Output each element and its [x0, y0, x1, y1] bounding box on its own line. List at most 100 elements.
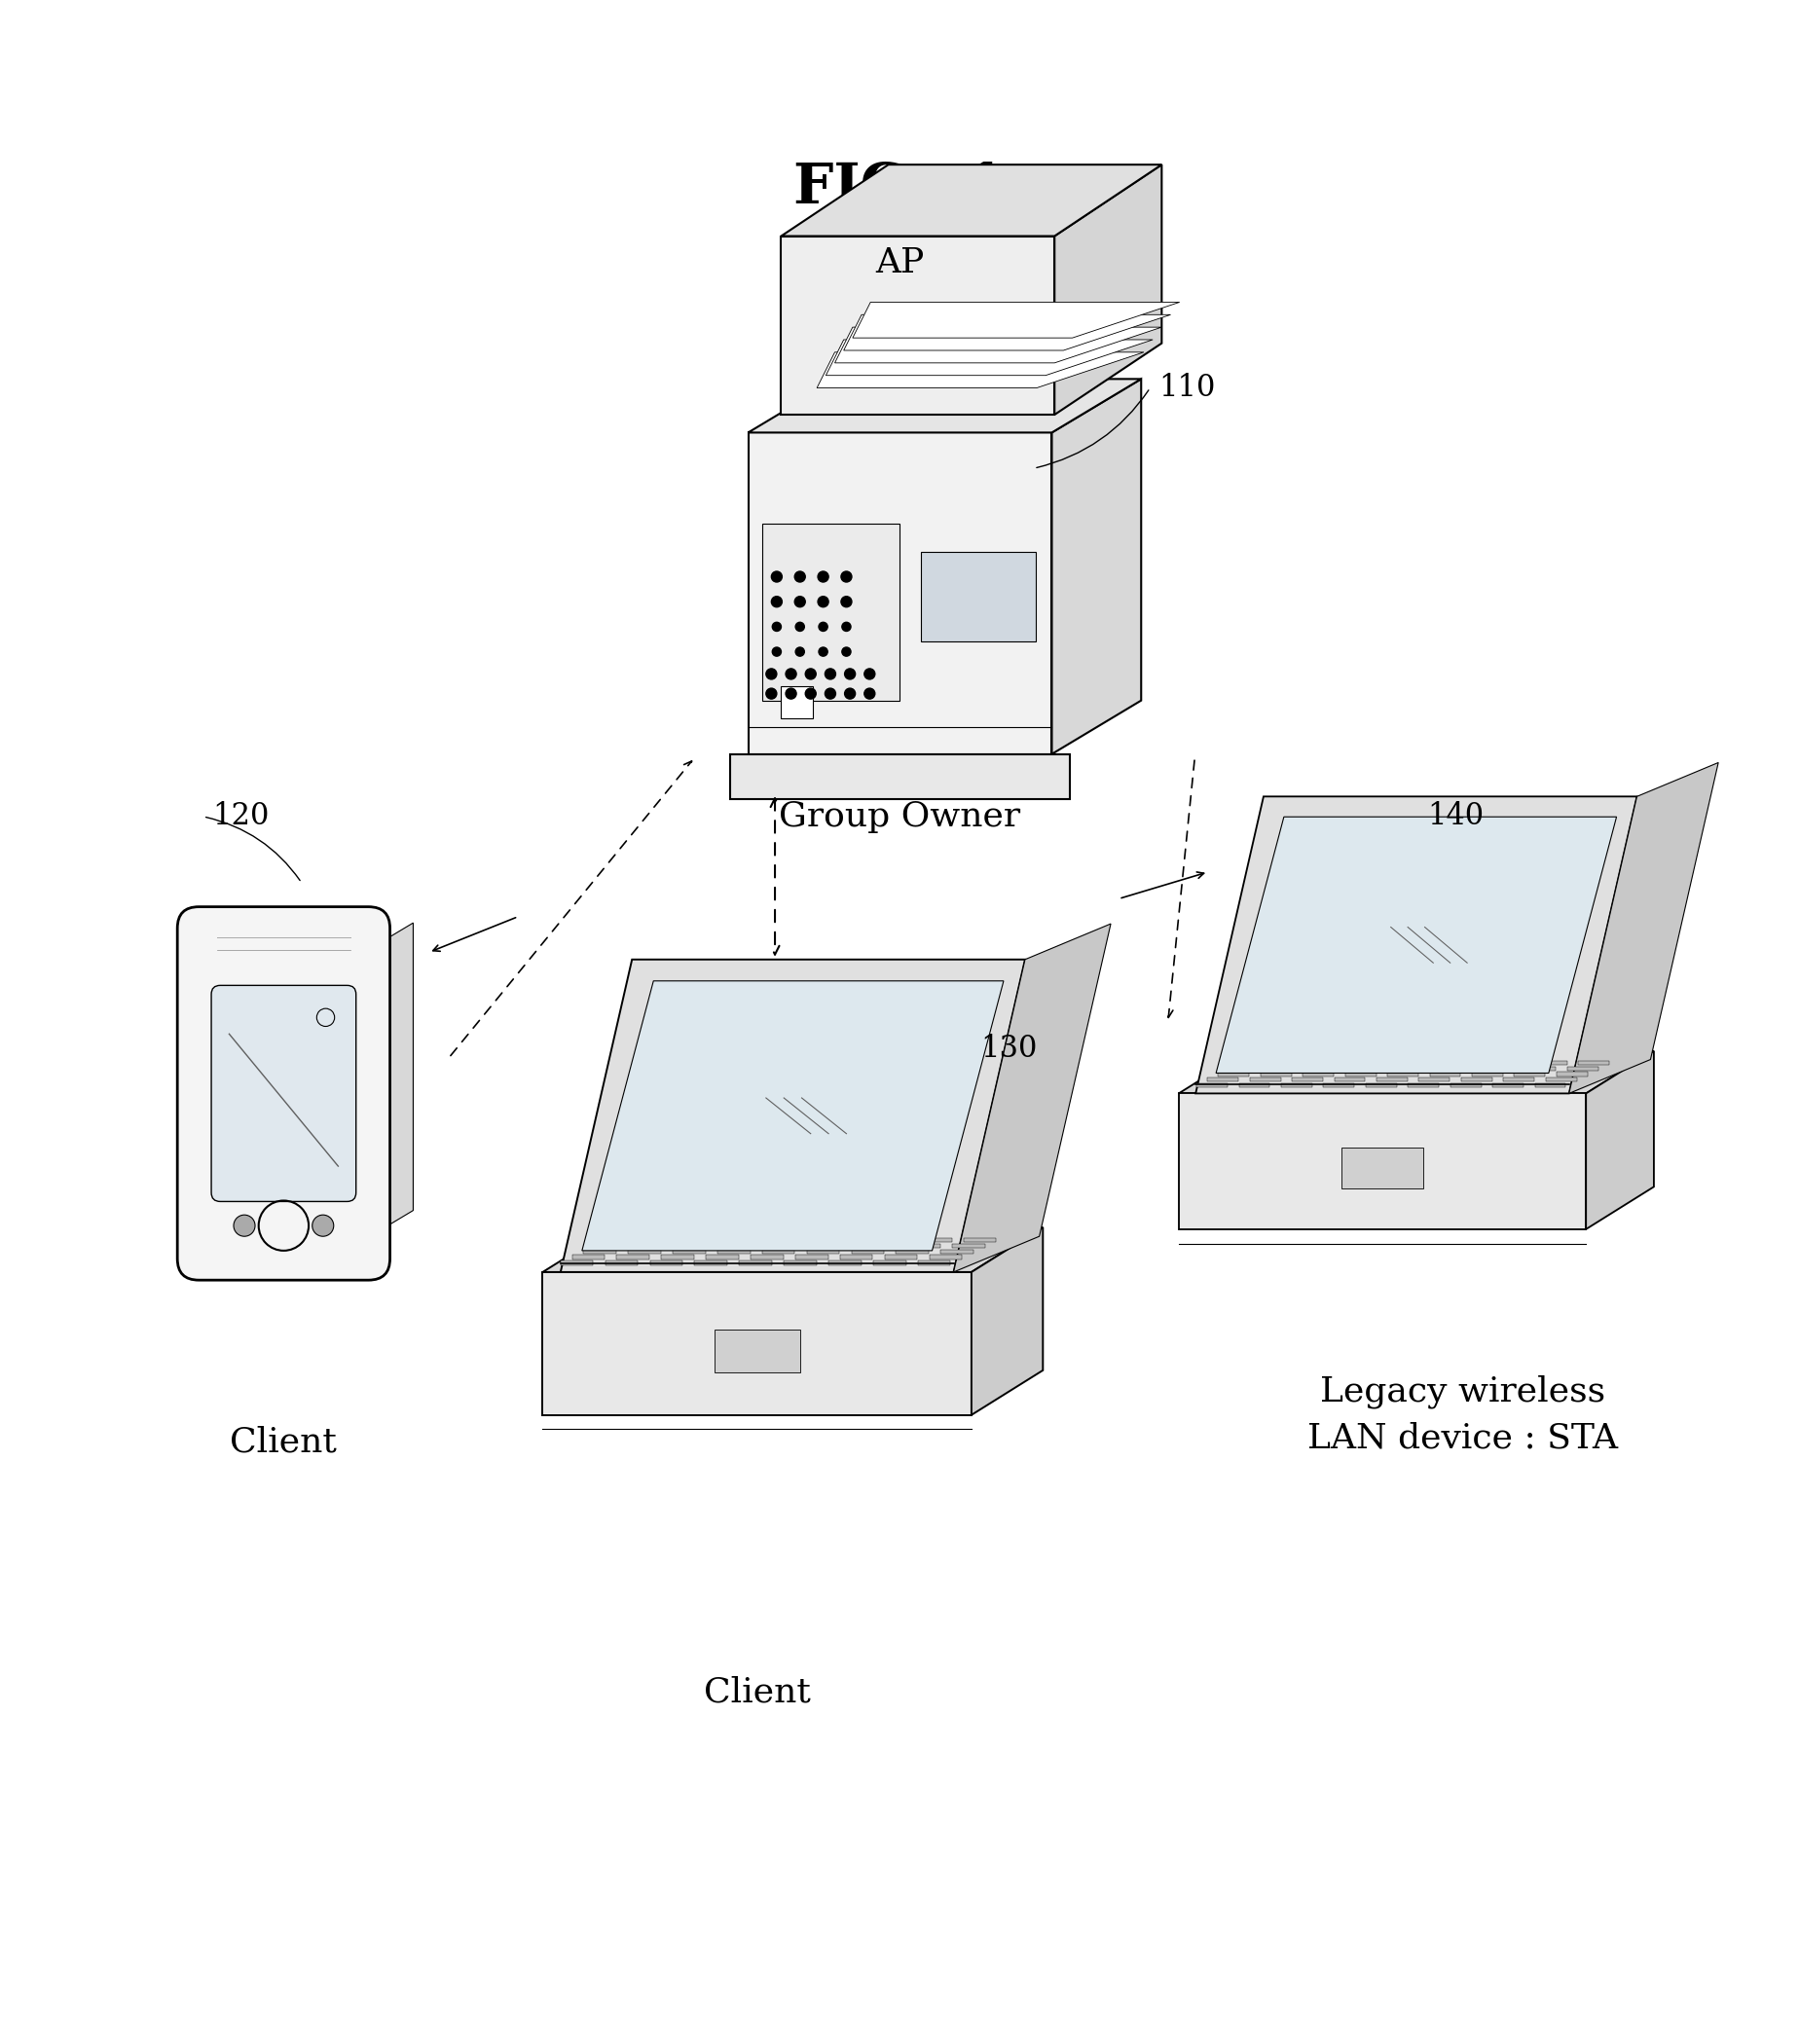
Bar: [1196, 1083, 1227, 1087]
Text: Client: Client: [230, 1425, 336, 1457]
Bar: [873, 1261, 905, 1265]
Polygon shape: [369, 924, 414, 1237]
Bar: [1482, 1067, 1513, 1071]
Polygon shape: [1569, 762, 1718, 1094]
Bar: [1461, 1077, 1491, 1081]
Circle shape: [766, 689, 777, 699]
Bar: [761, 1249, 795, 1253]
Polygon shape: [543, 1271, 971, 1414]
Circle shape: [824, 668, 835, 679]
Text: Group Owner: Group Owner: [779, 799, 1020, 834]
Bar: [628, 1249, 660, 1253]
Bar: [874, 1239, 907, 1243]
Text: AP: AP: [874, 247, 925, 280]
Bar: [1229, 1067, 1259, 1071]
Text: 130: 130: [980, 1034, 1036, 1063]
Circle shape: [804, 668, 815, 679]
Bar: [1524, 1067, 1554, 1071]
Circle shape: [842, 648, 851, 656]
Polygon shape: [844, 315, 1169, 350]
Bar: [774, 1243, 806, 1249]
Polygon shape: [1585, 1051, 1653, 1228]
Text: Legacy wireless
LAN device : STA: Legacy wireless LAN device : STA: [1306, 1376, 1617, 1455]
Bar: [1418, 1077, 1448, 1081]
Text: 110: 110: [1159, 372, 1214, 403]
Bar: [828, 1261, 860, 1265]
Circle shape: [234, 1214, 255, 1237]
Bar: [1240, 1061, 1270, 1065]
Circle shape: [840, 597, 851, 607]
Circle shape: [772, 572, 781, 583]
Bar: [1322, 1083, 1353, 1087]
Polygon shape: [1178, 1094, 1585, 1228]
Bar: [917, 1261, 950, 1265]
Circle shape: [772, 648, 781, 656]
Bar: [952, 1243, 984, 1249]
Polygon shape: [953, 924, 1110, 1271]
Polygon shape: [817, 352, 1142, 388]
Bar: [1407, 1083, 1437, 1087]
Polygon shape: [826, 339, 1151, 376]
Polygon shape: [581, 981, 1004, 1251]
Circle shape: [311, 1214, 333, 1237]
Polygon shape: [781, 237, 1054, 415]
Bar: [783, 1261, 817, 1265]
Circle shape: [824, 689, 835, 699]
Bar: [1409, 1061, 1439, 1065]
Bar: [583, 1249, 615, 1253]
Circle shape: [793, 572, 804, 583]
Bar: [919, 1239, 952, 1243]
Bar: [883, 1255, 917, 1259]
Bar: [1376, 1077, 1407, 1081]
Bar: [559, 1261, 594, 1265]
Circle shape: [819, 621, 828, 632]
Bar: [795, 1255, 828, 1259]
Bar: [1545, 1077, 1576, 1081]
Bar: [714, 1329, 799, 1372]
Bar: [673, 1249, 705, 1253]
Bar: [617, 1255, 649, 1259]
Circle shape: [817, 572, 828, 583]
Bar: [1502, 1077, 1533, 1081]
Bar: [907, 1243, 939, 1249]
Bar: [1292, 1077, 1322, 1081]
Bar: [1398, 1067, 1428, 1071]
Polygon shape: [559, 959, 1024, 1271]
Bar: [1333, 1077, 1364, 1081]
Polygon shape: [835, 327, 1160, 364]
Polygon shape: [748, 433, 1051, 754]
Bar: [1428, 1071, 1459, 1075]
Text: FIG.  1: FIG. 1: [793, 161, 1006, 215]
Bar: [1450, 1061, 1482, 1065]
Polygon shape: [1054, 166, 1160, 415]
Text: Client: Client: [703, 1676, 810, 1709]
Bar: [1270, 1067, 1302, 1071]
Bar: [1567, 1067, 1598, 1071]
Bar: [606, 1239, 639, 1243]
Circle shape: [766, 668, 777, 679]
Bar: [840, 1255, 873, 1259]
Bar: [1281, 1061, 1313, 1065]
Bar: [781, 687, 811, 717]
Bar: [651, 1239, 684, 1243]
Bar: [739, 1239, 772, 1243]
Circle shape: [840, 572, 851, 583]
Bar: [806, 1249, 838, 1253]
Bar: [1302, 1071, 1333, 1075]
Circle shape: [819, 648, 828, 656]
Circle shape: [793, 597, 804, 607]
Bar: [694, 1261, 727, 1265]
Polygon shape: [748, 378, 1141, 433]
Bar: [1238, 1083, 1268, 1087]
Circle shape: [772, 597, 781, 607]
Bar: [851, 1249, 883, 1253]
FancyBboxPatch shape: [178, 908, 390, 1280]
Bar: [1259, 1071, 1292, 1075]
Circle shape: [772, 621, 781, 632]
Polygon shape: [1178, 1051, 1653, 1094]
Circle shape: [804, 689, 815, 699]
Circle shape: [842, 621, 851, 632]
Bar: [594, 1243, 628, 1249]
Bar: [718, 1249, 750, 1253]
Bar: [819, 1243, 851, 1249]
